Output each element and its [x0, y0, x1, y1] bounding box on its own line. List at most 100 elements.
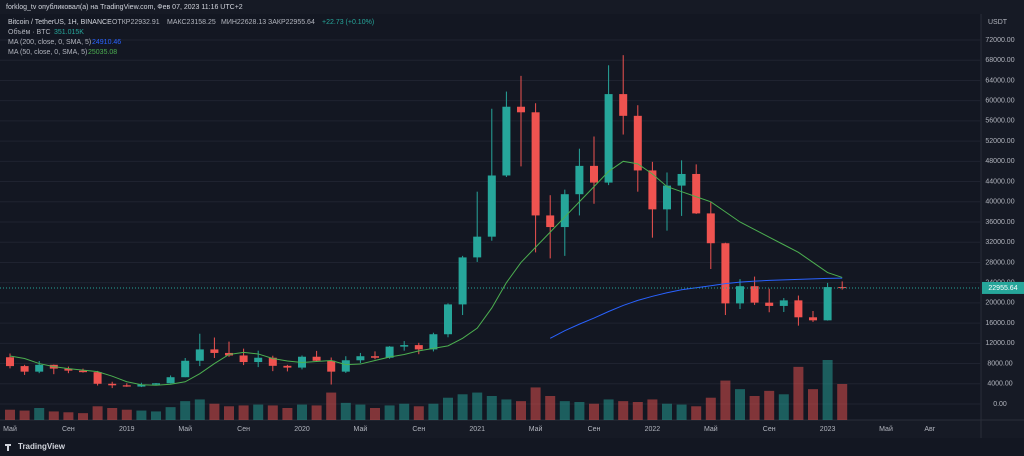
- x-tick-label: 2023: [820, 426, 836, 433]
- volume-bar: [253, 404, 264, 420]
- volume-bar: [691, 406, 702, 420]
- volume-bar: [34, 408, 45, 420]
- y-tick-label: 44000.00: [985, 178, 1014, 185]
- volume-bar: [749, 396, 760, 420]
- x-tick-label: Сен: [588, 426, 601, 433]
- ma-name: MA (200, close, 0, SMA, 5): [8, 39, 91, 46]
- y-tick-label: 68000.00: [985, 57, 1014, 64]
- x-tick-label: Май: [879, 425, 893, 433]
- candle-body: [546, 215, 555, 228]
- y-tick-label: 40000.00: [985, 199, 1014, 206]
- candle-body: [122, 385, 131, 387]
- currency: USDT: [988, 19, 1008, 26]
- volume-bar: [5, 409, 15, 420]
- volume-bar: [443, 397, 453, 420]
- volume-bar: [428, 403, 439, 420]
- volume-bar: [574, 402, 585, 420]
- candle-body: [20, 366, 29, 372]
- candle-body: [356, 356, 365, 361]
- ma-name: MA (50, close, 0, SMA, 5): [8, 49, 87, 56]
- candle-body: [108, 383, 117, 386]
- candle-body: [268, 357, 277, 366]
- x-tick-label: Май: [3, 425, 17, 433]
- y-tick-label: 12000.00: [985, 340, 1014, 347]
- x-tick-label: Май: [529, 425, 543, 433]
- candle-body: [736, 286, 744, 304]
- readout-change: +22.73 (+0.10%): [322, 19, 374, 26]
- volume-bar: [808, 389, 818, 420]
- volume-bar: [121, 409, 132, 420]
- volume-bar: [559, 401, 570, 420]
- candle-body: [648, 170, 657, 210]
- last-price-tag: [982, 281, 1024, 294]
- candle-body: [93, 372, 102, 384]
- candle-body: [400, 345, 409, 347]
- y-tick-label: 16000.00: [985, 320, 1014, 327]
- candle-body: [765, 302, 774, 306]
- y-tick-label: 20000.00: [985, 300, 1014, 307]
- volume-bar: [735, 389, 745, 420]
- candle-body: [663, 185, 671, 210]
- volume-bar: [413, 406, 424, 420]
- volume-bar: [589, 403, 599, 420]
- candle-body: [210, 349, 219, 353]
- volume-bar: [165, 407, 176, 420]
- volume-bar: [399, 403, 410, 420]
- footer: [0, 438, 1024, 456]
- candle-body: [181, 360, 190, 378]
- last-price: 22955.64: [988, 285, 1017, 292]
- y-tick-label: 64000.00: [985, 77, 1014, 84]
- candle-body: [721, 243, 730, 304]
- volume-bar: [48, 411, 59, 420]
- volume-bar: [180, 401, 191, 420]
- volume-bar: [194, 399, 205, 420]
- candle-body: [429, 334, 438, 350]
- y-tick-label: 8000.00: [987, 360, 1012, 367]
- brand-logo: [5, 444, 11, 451]
- candle-body: [823, 287, 832, 321]
- volume-bar: [516, 401, 526, 420]
- volume-bar: [632, 402, 643, 420]
- candle-body: [575, 165, 584, 195]
- ma-readout: 25035.08: [88, 49, 117, 56]
- candle-body: [692, 173, 701, 214]
- candle-body: [254, 357, 263, 363]
- volume-bar: [326, 392, 337, 420]
- candle-body: [458, 257, 467, 305]
- y-tick-label: 56000.00: [985, 118, 1014, 125]
- candle-body: [385, 346, 394, 358]
- volume-bar: [224, 406, 234, 420]
- candle-body: [838, 287, 847, 289]
- candle-body: [619, 94, 628, 116]
- volume-bar: [764, 390, 775, 420]
- candle-body: [750, 286, 759, 303]
- candle-body: [79, 370, 87, 373]
- readout-high: МАКС23158.25: [167, 19, 216, 26]
- volume-bar: [618, 401, 629, 420]
- candle-body: [560, 194, 569, 228]
- volume-bar: [457, 394, 468, 420]
- brand: TradingView: [18, 442, 66, 451]
- volume-bar: [545, 396, 556, 420]
- legend: Bitcoin / TetherUS, 1Н, BINANCE ОТКР2293…: [8, 19, 374, 56]
- x-tick-label: Сен: [62, 426, 75, 433]
- volume-readout: 351.015K: [54, 29, 84, 36]
- volume-bar: [778, 394, 789, 420]
- volume-bar: [78, 413, 88, 420]
- volume-bar: [603, 399, 614, 420]
- x-tick-label: 2022: [645, 426, 661, 433]
- volume-bar: [340, 402, 351, 420]
- candle-body: [677, 173, 686, 186]
- x-tick-label: Сен: [412, 426, 425, 433]
- candle-body: [517, 106, 525, 113]
- candle-body: [473, 236, 482, 258]
- candle-body: [341, 360, 350, 372]
- y-tick-label: 28000.00: [985, 259, 1014, 266]
- y-tick-label: 48000.00: [985, 158, 1014, 165]
- readout-open: ОТКР22932.91: [112, 19, 160, 26]
- candle-body: [487, 175, 496, 237]
- candle-body: [809, 317, 817, 321]
- volume-bar: [136, 410, 147, 420]
- ma-readout: 24910.46: [92, 39, 121, 46]
- volume-bar: [705, 397, 716, 420]
